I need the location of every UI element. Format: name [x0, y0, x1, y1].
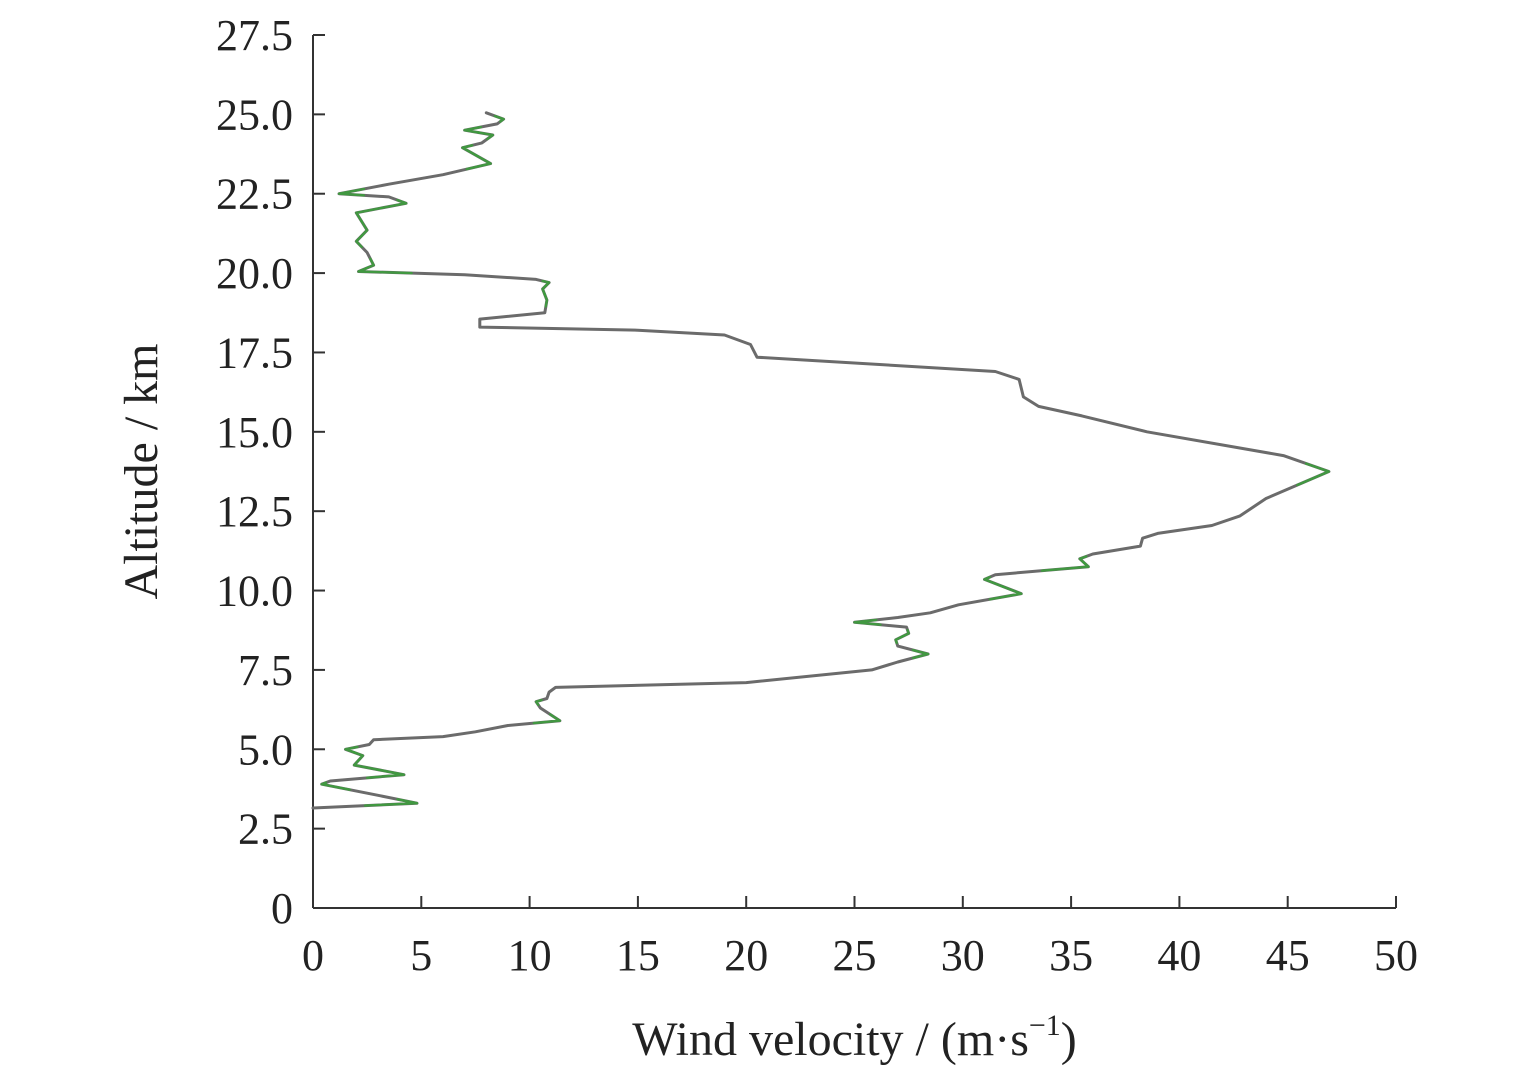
series-turning-point — [853, 618, 882, 626]
series-turning-point — [355, 234, 363, 249]
x-tick-label: 35 — [1049, 931, 1093, 980]
x-tick-label: 50 — [1374, 931, 1418, 980]
series-turning-point — [364, 257, 375, 270]
series-turning-point — [461, 144, 478, 157]
series-turning-point — [380, 198, 408, 210]
y-tick-label: 22.5 — [216, 170, 293, 219]
x-tick-label: 30 — [941, 931, 985, 980]
x-axis-label-close: ) — [1061, 1013, 1077, 1066]
series-turning-point — [320, 781, 351, 791]
series-turning-point — [1296, 462, 1331, 487]
series-turning-point — [337, 187, 366, 197]
series-turning-point — [353, 759, 381, 772]
y-axis-ticks: 0 2.5 5.0 7.5 10.0 12.5 15.0 17.5 20.0 22.5 25.0 27… — [216, 11, 325, 933]
y-tick-label: 0 — [271, 884, 293, 933]
series-turning-point — [1078, 555, 1088, 564]
x-tick-label: 10 — [508, 931, 552, 980]
series-turning-point — [353, 751, 364, 762]
series-turning-point — [988, 585, 1023, 601]
series-turning-point — [493, 114, 505, 123]
series-turning-point — [355, 206, 383, 223]
x-axis-label: Wind velocity / (m·s−1) — [632, 1009, 1077, 1066]
y-tick-label: 5.0 — [238, 725, 293, 774]
series-turning-point — [901, 629, 910, 638]
x-axis-label-main: Wind velocity / (m·s — [632, 1013, 1029, 1066]
y-tick-label: 10.0 — [216, 567, 293, 616]
x-tick-label: 0 — [302, 931, 324, 980]
series-turning-point — [894, 635, 904, 645]
series-line — [311, 111, 1331, 810]
series-turning-point — [983, 575, 1005, 588]
x-axis-ticks: 0 5 10 15 20 25 30 35 40 45 50 — [302, 896, 1418, 980]
y-tick-label: 15.0 — [216, 408, 293, 457]
series-turning-point — [911, 648, 930, 660]
x-axis-label-sup: −1 — [1029, 1009, 1061, 1042]
series-turning-point — [541, 284, 547, 296]
series-turning-point — [344, 745, 359, 754]
x-tick-label: 15 — [616, 931, 660, 980]
y-tick-label: 27.5 — [216, 11, 293, 60]
series-turning-point — [541, 279, 551, 287]
y-tick-label: 7.5 — [238, 646, 293, 695]
x-tick-label: 40 — [1157, 931, 1201, 980]
series-layer — [311, 111, 1331, 810]
series-turning-point — [1040, 561, 1090, 572]
series-turning-point — [357, 267, 413, 275]
series-turning-point — [477, 131, 494, 141]
y-tick-label: 12.5 — [216, 487, 293, 536]
y-tick-label: 25.0 — [216, 90, 293, 139]
series-turning-point — [465, 154, 492, 171]
series-turning-point — [463, 125, 483, 134]
series-turning-point — [532, 713, 562, 725]
series-turning-point — [363, 798, 419, 807]
x-tick-label: 5 — [410, 931, 432, 980]
x-tick-label: 20 — [724, 931, 768, 980]
series-turning-point — [534, 698, 543, 706]
series-turning-point — [543, 293, 549, 308]
series-turning-point — [360, 220, 369, 238]
x-tick-label: 25 — [833, 931, 877, 980]
y-tick-label: 2.5 — [238, 805, 293, 854]
y-tick-label: 17.5 — [216, 328, 293, 377]
y-tick-label: 20.0 — [216, 249, 293, 298]
y-axis-label: Altitude / km — [115, 344, 168, 600]
series-turning-point — [365, 768, 406, 779]
x-tick-label: 45 — [1266, 931, 1310, 980]
